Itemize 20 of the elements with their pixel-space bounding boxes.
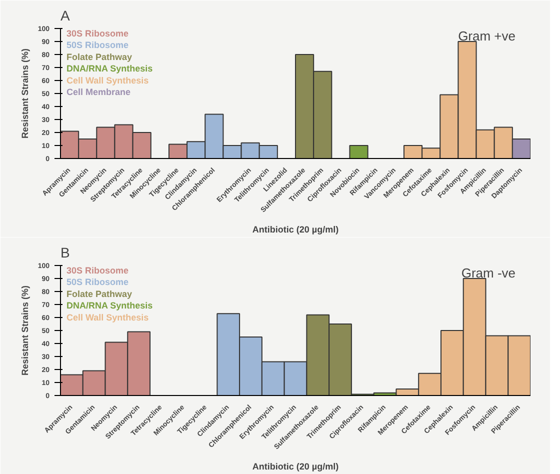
text: 30S Ribosome: [66, 28, 129, 38]
text: Cell Membrane: [66, 87, 131, 97]
text: Folate Pathway: [66, 288, 132, 299]
chart-title: A: [60, 8, 70, 24]
text: Cell Wall Synthesis: [66, 75, 149, 86]
text: DNA/RNA Synthesis: [66, 64, 153, 74]
chart-title: B: [60, 244, 70, 260]
x-axis-title: Antibiotic (20 µg/ml): [252, 224, 339, 235]
annotation: Gram +ve: [458, 28, 516, 44]
annotation: Gram -ve: [461, 266, 516, 280]
y-axis-title: Resistant Strains (%): [20, 48, 30, 139]
text: 30S Ribosome: [66, 266, 129, 276]
text: 50S Ribosome: [66, 40, 129, 50]
text: Cell Wall Synthesis: [66, 312, 149, 322]
text: Folate Pathway: [66, 52, 132, 62]
x-axis-title: Antibiotic (20 µg/ml): [252, 462, 339, 472]
text: DNA/RNA Synthesis: [66, 300, 153, 311]
y-axis-title: Resistant Strains (%): [20, 285, 30, 376]
bar: [349, 145, 368, 158]
text: 50S Ribosome: [66, 277, 129, 288]
